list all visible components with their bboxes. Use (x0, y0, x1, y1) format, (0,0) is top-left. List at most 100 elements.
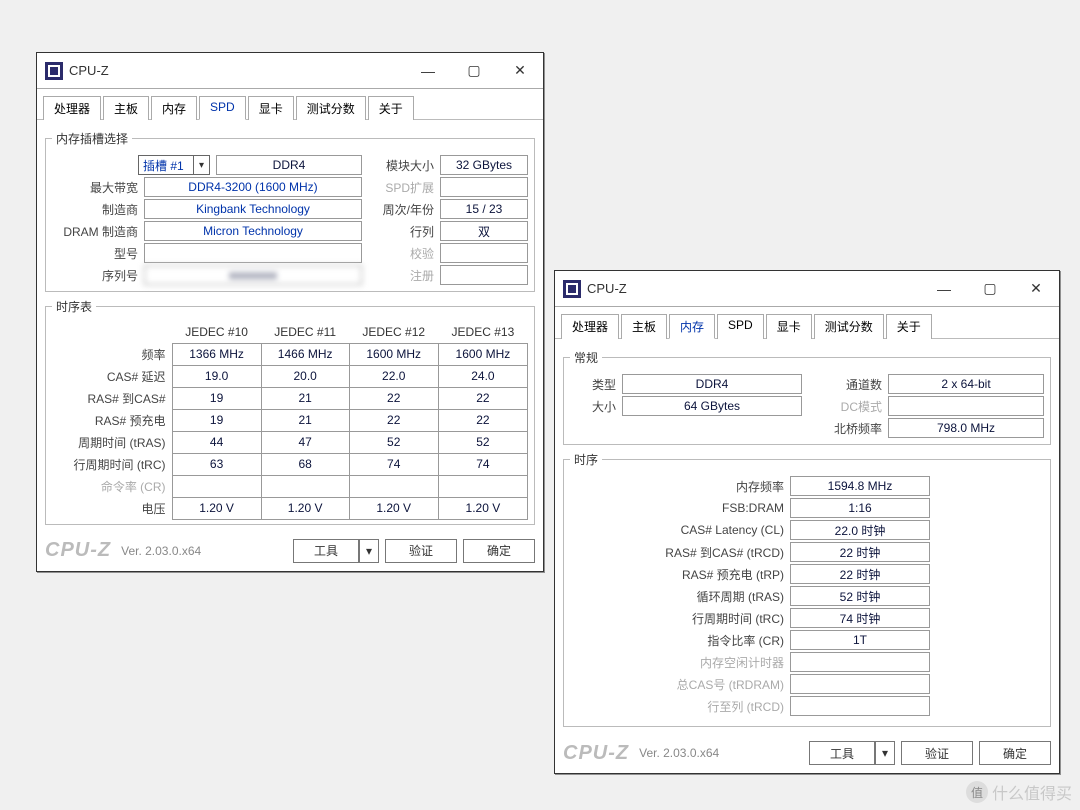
titlebar[interactable]: CPU-Z — ▢ ✕ (37, 53, 543, 89)
mem-timing-label: 总CAS号 (tRDRAM) (570, 676, 790, 693)
timing-cell: 22.0 (349, 365, 438, 387)
close-button[interactable]: ✕ (497, 53, 543, 89)
timing-cell (438, 475, 527, 497)
timing-cell: 1366 MHz (172, 343, 261, 365)
mem-timing-label: RAS# 到CAS# (tRCD) (570, 544, 790, 561)
timing-cell: 22 (438, 409, 527, 431)
window-title: CPU-Z (69, 63, 109, 78)
watermark-badge-icon: 值 (966, 781, 988, 803)
tab-bar: 处理器主板内存SPD显卡测试分数关于 (555, 307, 1059, 339)
mem-timing-value (790, 652, 930, 672)
week-label: 周次/年份 (370, 201, 440, 218)
tools-button[interactable]: 工具 (809, 741, 875, 765)
timing-cell: 19.0 (172, 365, 261, 387)
timing-row-label: 行周期时间 (tRC) (52, 453, 172, 475)
maximize-button[interactable]: ▢ (451, 53, 497, 89)
tab-2[interactable]: 内存 (151, 96, 197, 120)
app-icon (45, 62, 63, 80)
timing-col-header: JEDEC #10 (172, 321, 261, 343)
dram-mfr-label: DRAM 制造商 (52, 223, 144, 240)
checksum-value (440, 243, 528, 263)
tab-3[interactable]: SPD (717, 314, 764, 339)
chevron-down-icon (193, 156, 209, 174)
timing-cell (349, 475, 438, 497)
timing-cell: 1466 MHz (261, 343, 349, 365)
timing-cell: 21 (261, 387, 349, 409)
minimize-button[interactable]: — (405, 53, 451, 89)
slot-dropdown-text: 插槽 #1 (139, 157, 193, 174)
rank-label: 行列 (370, 223, 440, 240)
mfr-label: 制造商 (52, 201, 144, 218)
timing-cell: 20.0 (261, 365, 349, 387)
mem-timing-value: 52 时钟 (790, 586, 930, 606)
week-value: 15 / 23 (440, 199, 528, 219)
channels-value: 2 x 64-bit (888, 374, 1044, 394)
tab-4[interactable]: 显卡 (766, 314, 812, 339)
tab-2[interactable]: 内存 (669, 314, 715, 339)
timing-cell: 1600 MHz (349, 343, 438, 365)
validate-button[interactable]: 验证 (901, 741, 973, 765)
spd-ext-label: SPD扩展 (370, 179, 440, 196)
app-icon (563, 280, 581, 298)
timing-row-label: 电压 (52, 497, 172, 519)
validate-button[interactable]: 验证 (385, 539, 457, 563)
channels-label: 通道数 (812, 376, 888, 393)
mem-timing-value: 1T (790, 630, 930, 650)
dram-mfr-value: Micron Technology (144, 221, 362, 241)
dcmode-label: DC模式 (812, 398, 888, 415)
group-timings-title: 时序 (570, 451, 602, 468)
tab-5[interactable]: 测试分数 (296, 96, 366, 120)
group-general-title: 常规 (570, 349, 602, 366)
group-general: 常规 类型 DDR4 大小 64 GBytes 通道数 2 x 64-bit (563, 349, 1051, 445)
group-slot: 内存插槽选择 插槽 #1 DDR4 最大带宽 DDR4-3200 (45, 130, 535, 292)
group-timings: 时序 内存频率1594.8 MHzFSB:DRAM1:16CAS# Latenc… (563, 451, 1051, 727)
model-value (144, 243, 362, 263)
tab-5[interactable]: 测试分数 (814, 314, 884, 339)
tools-button[interactable]: 工具 (293, 539, 359, 563)
tab-0[interactable]: 处理器 (43, 96, 101, 120)
ok-button[interactable]: 确定 (979, 741, 1051, 765)
mem-timing-value (790, 674, 930, 694)
mem-timing-value: 74 时钟 (790, 608, 930, 628)
timing-cell: 1.20 V (172, 497, 261, 519)
tab-4[interactable]: 显卡 (248, 96, 294, 120)
model-label: 型号 (52, 245, 144, 262)
timing-cell: 1600 MHz (438, 343, 527, 365)
mem-timing-value: 1:16 (790, 498, 930, 518)
size-label: 大小 (570, 398, 622, 415)
tools-dropdown-button[interactable]: ▾ (359, 539, 379, 563)
timing-cell (172, 475, 261, 497)
timing-cell: 52 (438, 431, 527, 453)
timing-cell: 19 (172, 387, 261, 409)
minimize-button[interactable]: — (921, 271, 967, 307)
tab-3[interactable]: SPD (199, 96, 246, 120)
group-timings-table: 时序表 JEDEC #10JEDEC #11JEDEC #12JEDEC #13… (45, 298, 535, 525)
slot-dropdown[interactable]: 插槽 #1 (138, 155, 210, 175)
timing-cell: 22 (349, 409, 438, 431)
titlebar[interactable]: CPU-Z — ▢ ✕ (555, 271, 1059, 307)
type-label: 类型 (570, 376, 622, 393)
mem-timing-label: FSB:DRAM (570, 501, 790, 515)
max-bw-label: 最大带宽 (52, 179, 144, 196)
mem-type: DDR4 (216, 155, 362, 175)
ok-button[interactable]: 确定 (463, 539, 535, 563)
spd-ext-value (440, 177, 528, 197)
timing-cell: 44 (172, 431, 261, 453)
tab-6[interactable]: 关于 (886, 314, 932, 339)
tab-1[interactable]: 主板 (621, 314, 667, 339)
tools-dropdown-button[interactable]: ▾ (875, 741, 895, 765)
tab-1[interactable]: 主板 (103, 96, 149, 120)
mem-timing-label: 内存频率 (570, 478, 790, 495)
timing-cell (261, 475, 349, 497)
mem-timing-label: 指令比率 (CR) (570, 632, 790, 649)
tab-6[interactable]: 关于 (368, 96, 414, 120)
maximize-button[interactable]: ▢ (967, 271, 1013, 307)
tab-0[interactable]: 处理器 (561, 314, 619, 339)
timing-cell: 22 (349, 387, 438, 409)
timing-cell: 1.20 V (261, 497, 349, 519)
timing-cell: 47 (261, 431, 349, 453)
mem-timing-value: 22 时钟 (790, 564, 930, 584)
footer: CPU-Z Ver. 2.03.0.x64 工具 ▾ 验证 确定 (555, 735, 1059, 773)
close-button[interactable]: ✕ (1013, 271, 1059, 307)
mem-timing-label: 循环周期 (tRAS) (570, 588, 790, 605)
